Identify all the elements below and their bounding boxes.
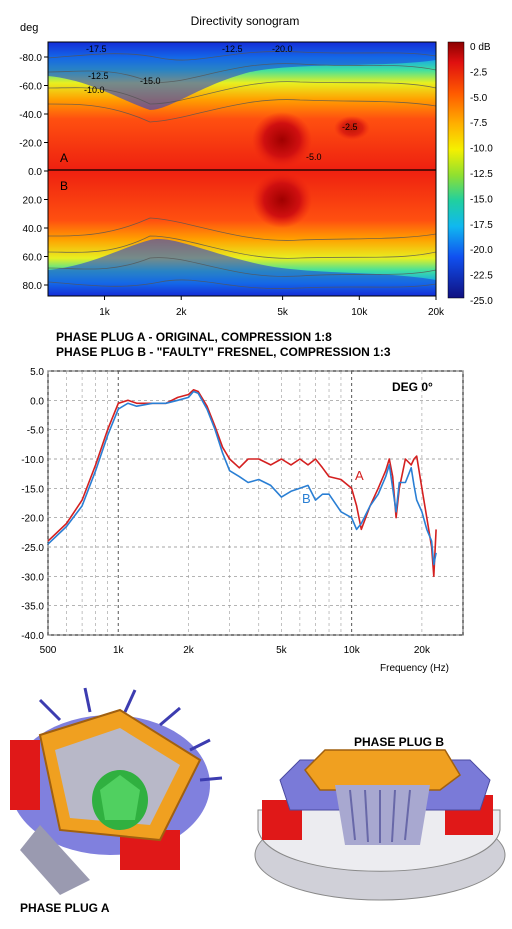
phase-plug-illustrations: PHASE PLUG A PHASE PLUG B (10, 687, 506, 915)
annotation-b: B (302, 491, 311, 506)
sonogram-y-tick: -40.0 (19, 110, 42, 121)
colorbar-tick: -12.5 (470, 169, 493, 180)
y-tick-label: -5.0 (27, 426, 45, 437)
sonogram-x-tick: 2k (176, 307, 188, 318)
x-tick-labels: 500 1k 2k 5k 10k 20k (40, 645, 431, 656)
y-tick-label: 5.0 (30, 367, 44, 378)
sonogram-y-tick: 20.0 (23, 196, 43, 207)
sonogram-x-tick: 1k (99, 307, 111, 318)
sonogram-x-tick: 5k (277, 307, 289, 318)
colorbar-tick: -22.5 (470, 271, 493, 282)
colorbar-tick: -2.5 (470, 67, 488, 78)
y-tick-label: -30.0 (21, 572, 44, 583)
chart-title: DEG 0° (392, 380, 433, 394)
contour-label: -5.0 (306, 152, 322, 162)
phase-plug-a-label: PHASE PLUG A (20, 901, 110, 915)
colorbar (447, 41, 465, 299)
series-line-b (47, 390, 437, 566)
colorbar-tick: -5.0 (470, 93, 488, 104)
phase-plug-b-label: PHASE PLUG B (354, 735, 444, 749)
colorbar-ticks: 0 dB -2.5 -5.0 -7.5 -10.0 -12.5 -15.0 -17.5 -20.… (470, 42, 493, 307)
x-tick-label: 1k (113, 645, 125, 656)
caption-line-2: PHASE PLUG B - "FAULTY" FRESNEL, COMPRES… (56, 345, 391, 359)
y-tick-label: -25.0 (21, 543, 44, 554)
contour-labels: -17.5 -12.5 -10.0 -15.0 -12.5 -20.0 -2.5… (84, 44, 358, 162)
x-tick-label: 20k (414, 645, 431, 656)
colorbar-tick: -15.0 (470, 194, 493, 205)
colorbar-tick: 0 dB (470, 42, 491, 53)
sonogram-y-unit: deg (20, 22, 39, 34)
contour-label: -10.0 (84, 85, 105, 95)
sonogram-plot (48, 42, 436, 296)
annotation-a: A (355, 468, 364, 483)
y-tick-label: 0.0 (30, 396, 44, 407)
sonogram-title: Directivity sonogram (190, 14, 300, 28)
sonogram-x-ticks: 1k 2k 5k 10k 20k (99, 296, 445, 318)
x-tick-label: 2k (183, 645, 195, 656)
sonogram: 0 dB -2.5 -5.0 -7.5 -10.0 -12.5 -15.0 -17.5 -20.… (19, 41, 493, 318)
grid (47, 370, 464, 636)
y-tick-label: -15.0 (21, 484, 44, 495)
contour-label: -15.0 (140, 76, 161, 86)
sonogram-x-tick: 10k (351, 307, 368, 318)
contour-label: -12.5 (88, 71, 109, 81)
sonogram-x-tick: 20k (428, 307, 445, 318)
contour-label: -2.5 (342, 122, 358, 132)
contour-label: -17.5 (86, 44, 107, 54)
contour-label: -12.5 (222, 44, 243, 54)
sonogram-y-tick: 0.0 (28, 167, 42, 178)
series-lines (47, 388, 437, 578)
sonogram-y-tick: 80.0 (23, 281, 43, 292)
sonogram-y-tick: -60.0 (19, 82, 42, 93)
x-axis-label: Frequency (Hz) (380, 663, 449, 674)
colorbar-tick: -25.0 (470, 296, 493, 307)
phase-plug-a-illustration (10, 687, 223, 895)
y-tick-label: -40.0 (21, 631, 44, 642)
caption-line-1: PHASE PLUG A - ORIGINAL, COMPRESSION 1:8 (56, 330, 332, 344)
sonogram-y-tick: -80.0 (19, 53, 42, 64)
sonogram-y-ticks: -80.0 -60.0 -40.0 -20.0 0.0 20.0 40.0 60.0 80.0 (19, 53, 48, 292)
plot-area (47, 370, 464, 636)
region-label-a: A (60, 151, 68, 165)
y-tick-labels: 5.0 0.0 -5.0 -10.0 -15.0 -20.0 -25.0 -30.0 -35.0… (21, 367, 44, 642)
x-tick-label: 500 (40, 645, 57, 656)
colorbar-tick: -7.5 (470, 118, 488, 129)
colorbar-tick: -10.0 (470, 144, 493, 155)
sonogram-y-tick: 40.0 (23, 224, 43, 235)
contour-label: -20.0 (272, 44, 293, 54)
phase-plug-b-illustration (254, 749, 506, 901)
x-tick-label: 5k (276, 645, 288, 656)
y-tick-label: -35.0 (21, 602, 44, 613)
sonogram-y-tick: 60.0 (23, 253, 43, 264)
region-label-b: B (60, 179, 68, 193)
frequency-response-chart: 5.0 0.0 -5.0 -10.0 -15.0 -20.0 -25.0 -30.0 -35.0… (21, 367, 464, 674)
y-tick-label: -10.0 (21, 455, 44, 466)
colorbar-tick: -20.0 (470, 245, 493, 256)
y-tick-label: -20.0 (21, 514, 44, 525)
colorbar-tick: -17.5 (470, 220, 493, 231)
x-tick-label: 10k (344, 645, 361, 656)
sonogram-y-tick: -20.0 (19, 139, 42, 150)
